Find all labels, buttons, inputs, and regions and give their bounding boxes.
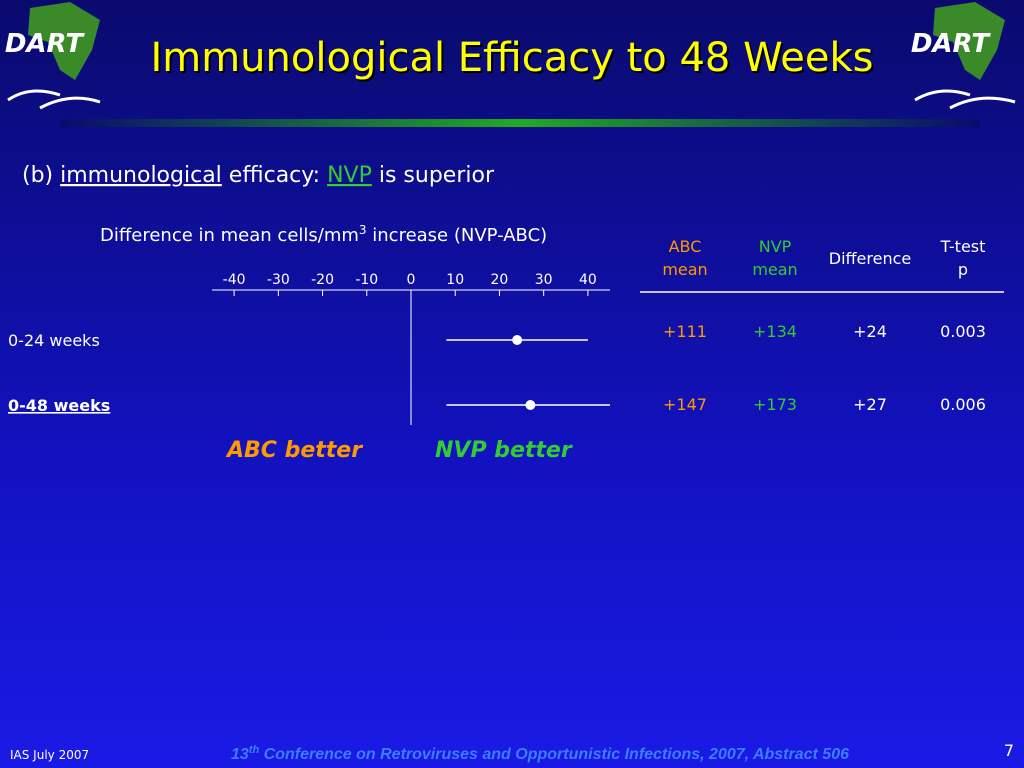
table-header: p — [958, 260, 968, 279]
forest-plot: -40 -30 -20 -10 0 10 20 30 40 0-24 weeks 0-48 week… — [8, 272, 610, 463]
point-estimate — [525, 400, 536, 410]
table-header: ABC — [669, 237, 702, 256]
row-label: 0-48 weeks — [8, 396, 110, 415]
subtitle: (b) immunological efficacy: NVP is super… — [22, 163, 495, 188]
x-tick-label: 10 — [446, 272, 464, 288]
x-tick-label: -40 — [223, 272, 246, 288]
axis-title-part: increase (NVP-ABC) — [367, 225, 548, 246]
axis-title: Difference in mean cells/mm3 increase (N… — [100, 223, 547, 246]
table-cell: +27 — [853, 395, 887, 414]
axis-title-part: Difference in mean cells/mm — [100, 225, 359, 246]
logo-text: DART — [5, 29, 86, 59]
subtitle-part: (b) — [22, 163, 60, 188]
table-header: NVP — [759, 237, 792, 256]
row-label: 0-24 weeks — [8, 331, 100, 350]
title-rule — [60, 119, 980, 127]
table-header: mean — [752, 260, 797, 279]
annotation: NVP better — [435, 438, 573, 463]
title-shadow: Immunological Efficacy to 48 Weeks — [152, 37, 875, 83]
table-cell: +111 — [663, 322, 707, 341]
logo-right: DART — [911, 2, 1016, 110]
annotation: ABC better — [225, 438, 363, 463]
subtitle-part: NVP — [327, 163, 372, 188]
x-tick-label: 40 — [579, 272, 597, 288]
footer-part: th — [249, 744, 260, 756]
x-tick-label: -20 — [311, 272, 334, 288]
title: Immunological Efficacy to 48 Weeks — [150, 35, 873, 81]
point-estimate — [512, 335, 523, 345]
logo-text: DART — [911, 29, 992, 59]
results-table: ABC mean NVP mean Difference T-test p +111 +134 +… — [640, 237, 1004, 414]
footer-part: Conference on Retroviruses and Opportuni… — [259, 746, 849, 763]
table-header: Difference — [829, 249, 911, 268]
page-number: 7 — [1004, 741, 1014, 760]
subtitle-part: efficacy: — [222, 163, 327, 188]
x-tick-label: 0 — [407, 272, 416, 288]
table-cell: 0.006 — [940, 395, 986, 414]
x-tick-label: -10 — [355, 272, 378, 288]
subtitle-part: is superior — [372, 163, 495, 188]
footer-center: 13th Conference on Retroviruses and Oppo… — [231, 744, 849, 763]
logo-left: DART — [5, 2, 101, 110]
axis-title-part: 3 — [359, 223, 367, 237]
subtitle-part: immunological — [60, 163, 222, 188]
table-header: T-test — [940, 237, 986, 256]
x-tick-label: -30 — [267, 272, 290, 288]
footer-left: IAS July 2007 — [10, 748, 89, 762]
table-cell: +173 — [753, 395, 797, 414]
table-cell: +134 — [753, 322, 797, 341]
x-tick-label: 20 — [491, 272, 509, 288]
table-cell: 0.003 — [940, 322, 986, 341]
table-cell: +147 — [663, 395, 707, 414]
table-cell: +24 — [853, 322, 887, 341]
footer-part: 13 — [231, 746, 249, 763]
x-tick-label: 30 — [535, 272, 553, 288]
table-header: mean — [662, 260, 707, 279]
